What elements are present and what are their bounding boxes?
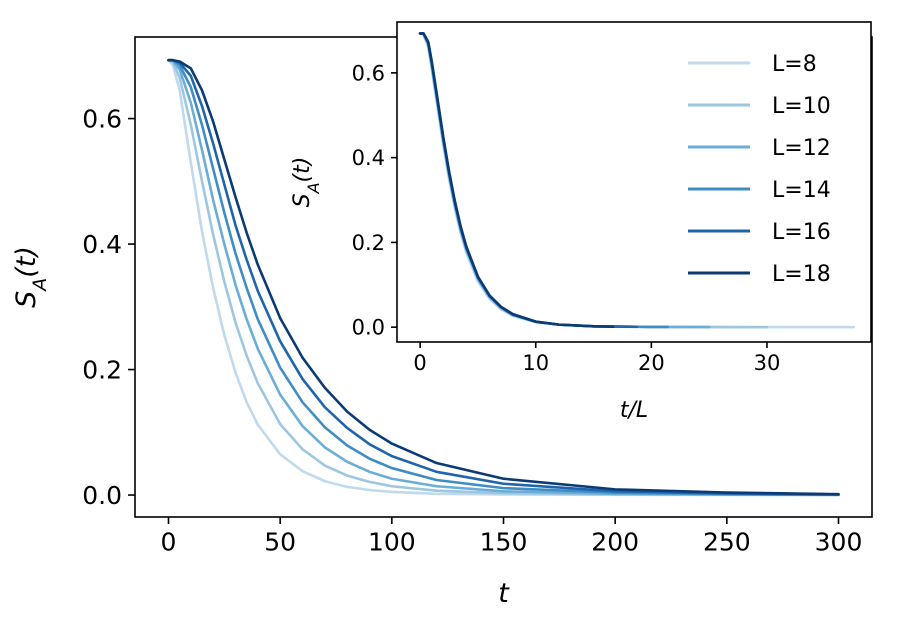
main-series-line — [167, 58, 840, 497]
legend-label: L=16 — [772, 220, 831, 245]
main-y-tick-label: 0.0 — [82, 481, 122, 510]
main-y-tick-label: 0.2 — [82, 356, 122, 385]
main-y-axis-label: SA(t) — [11, 246, 51, 308]
legend-label: L=8 — [772, 52, 817, 77]
main-x-tick-label: 150 — [480, 527, 528, 556]
main-x-tick-label: 50 — [264, 527, 296, 556]
inset-y-tick-label: 0.2 — [352, 231, 385, 255]
main-series-line — [167, 58, 840, 497]
inset-x-tick-label: 0 — [413, 351, 426, 375]
main-x-tick-label: 100 — [368, 527, 416, 556]
main-x-tick-label: 200 — [591, 527, 639, 556]
legend-label: L=18 — [772, 262, 831, 287]
inset-y-tick-label: 0.4 — [352, 146, 385, 170]
legend: L=8 L=10 L=12 L=14 L=16 L=18 — [688, 52, 831, 287]
inset-frame — [396, 21, 872, 343]
main-series-line — [167, 58, 840, 496]
main-y-tick-label: 0.4 — [82, 230, 122, 259]
main-series-line — [167, 58, 840, 496]
inset-y-axis-label: SA(t) — [290, 157, 323, 208]
main-series-line — [167, 58, 840, 497]
legend-label: L=14 — [772, 178, 831, 203]
inset-x-tick-label: 10 — [522, 351, 549, 375]
main-x-tick-label: 250 — [703, 527, 751, 556]
main-x-axis-label: t — [498, 578, 510, 609]
inset-x-axis-label: t/L — [620, 398, 648, 423]
main-x-tick-label: 300 — [815, 527, 863, 556]
inset-plot: 0 10 20 300.00.20.40.6t/LSA(t)L=8L=10L=12L=… — [290, 21, 872, 423]
inset-x-tick-label: 30 — [754, 351, 781, 375]
inset-plot-area — [397, 22, 871, 342]
inset-series-line — [418, 32, 615, 328]
legend-label: L=10 — [772, 94, 831, 119]
inset-x-tick-label: 20 — [638, 351, 665, 375]
main-x-tick-label: 0 — [161, 527, 177, 556]
inset-y-tick-label: 0.6 — [352, 61, 385, 85]
legend-label: L=12 — [772, 136, 831, 161]
inset-y-tick-label: 0.0 — [352, 316, 385, 340]
main-series-line — [167, 58, 840, 496]
main-y-tick-label: 0.6 — [82, 105, 122, 134]
